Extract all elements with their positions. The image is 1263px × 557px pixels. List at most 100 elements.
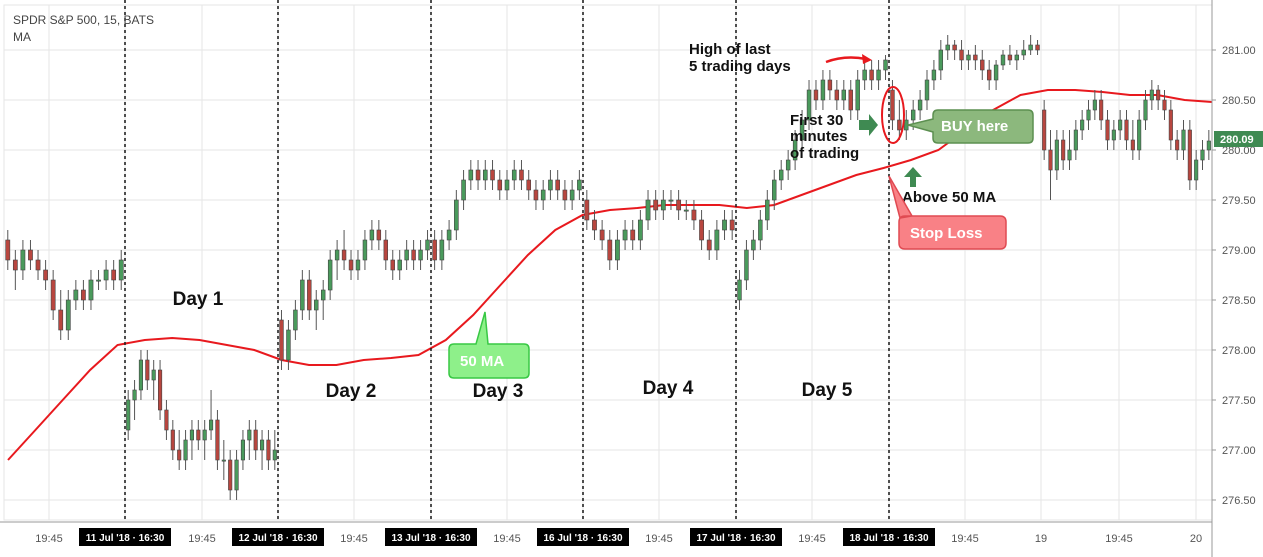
candle-body [1137,119,1142,151]
candle-body [729,219,735,231]
first30-line1: First 30 [790,112,843,129]
candle-body [827,79,833,91]
candle-body [945,44,950,51]
candle-body [1042,109,1047,151]
candle-body [876,69,881,81]
above-ma-arrow [904,167,922,187]
candle-body [862,69,867,81]
candle-body [65,299,71,331]
candle-body [622,229,628,241]
candle-body [799,119,805,141]
candle-body [683,209,689,212]
candle-body [418,249,423,261]
candle-body [81,289,86,301]
x-date-label: 18 Jul '18 · 16:30 [849,533,929,544]
y-tick-label: 277.50 [1222,395,1256,407]
y-tick-label: 276.50 [1222,495,1256,507]
candle-body [504,179,510,191]
candle-body [253,429,258,451]
day-label: Day 1 [173,289,224,310]
candle-body [461,179,466,201]
candle-body [813,89,819,101]
candle-body [691,209,697,221]
candle-body [1092,99,1097,111]
buy-callout [905,109,1034,144]
candle-body [1206,140,1211,151]
candle-body [215,419,220,461]
high-label-line1: High of last [689,41,771,58]
candle-body [468,169,474,181]
chart-indicator: MA [13,30,31,44]
x-date-label: 12 Jul '18 · 16:30 [238,533,318,544]
candle-body [637,219,643,241]
day-label: Day 5 [802,380,853,401]
day-label: Day 3 [473,381,524,402]
candle-body [247,429,252,441]
y-tick-label: 281.00 [1222,45,1256,57]
candle-body [43,269,48,281]
day-label: Day 2 [326,381,377,402]
candle-body [145,359,150,381]
candle-body [599,229,605,241]
candle-body [897,119,902,131]
high-label-line2: 5 trading days [689,58,791,75]
candle-body [369,229,375,241]
candle-body [1168,109,1173,141]
x-tick-label: 19:45 [493,533,521,545]
candle-body [314,299,319,311]
candle-body [446,229,452,241]
candle-body [454,199,459,231]
candle-body [355,259,361,271]
candle-body [986,69,992,81]
candle-body [890,89,895,121]
candle-body [1162,99,1167,111]
first30-highlight [881,86,905,144]
candle-body [883,59,888,71]
stop-loss-label: Stop Loss [910,225,983,242]
candle-body [1014,54,1020,61]
candle-body [432,239,437,261]
candle-body [660,199,666,211]
candle-body [286,329,291,361]
candle-body [1130,139,1135,151]
candle-body [778,169,784,181]
candle-body [744,249,749,281]
ma-label: 50 MA [460,353,504,370]
candle-body [260,439,265,451]
x-date-label: 13 Jul '18 · 16:30 [391,533,471,544]
candle-body [196,429,201,441]
candle-body [722,219,727,231]
candle-body [425,239,430,251]
candle-body [96,279,101,282]
x-tick-label: 19:45 [1105,533,1133,545]
candle-body [1028,44,1033,51]
candle-body [792,139,798,161]
candle-body [1086,109,1091,121]
candle-body [1149,89,1154,101]
candle-body [341,249,347,261]
candle-body [50,279,56,311]
x-tick-label: 19:45 [798,533,826,545]
candle-body [714,229,720,251]
candle-body [772,179,777,201]
candle-body [526,179,532,191]
x-date-label-bg [79,528,171,546]
candle-body [397,259,402,271]
candle-body [404,249,409,261]
first30-arrow [859,114,878,136]
candle-body [383,239,389,261]
candle-body [1194,159,1199,181]
candle-body [320,289,326,301]
y-tick-label: 278.50 [1222,295,1256,307]
candle-body [35,259,41,271]
candle-body [1187,129,1192,181]
candle-body [519,169,524,181]
candle-body [841,89,847,101]
candle-body [189,429,194,441]
candle-body [931,69,937,81]
y-tick-label: 278.00 [1222,345,1256,357]
x-tick-label: 19:45 [188,533,216,545]
candle-body [111,269,117,281]
candle-body [240,439,245,461]
